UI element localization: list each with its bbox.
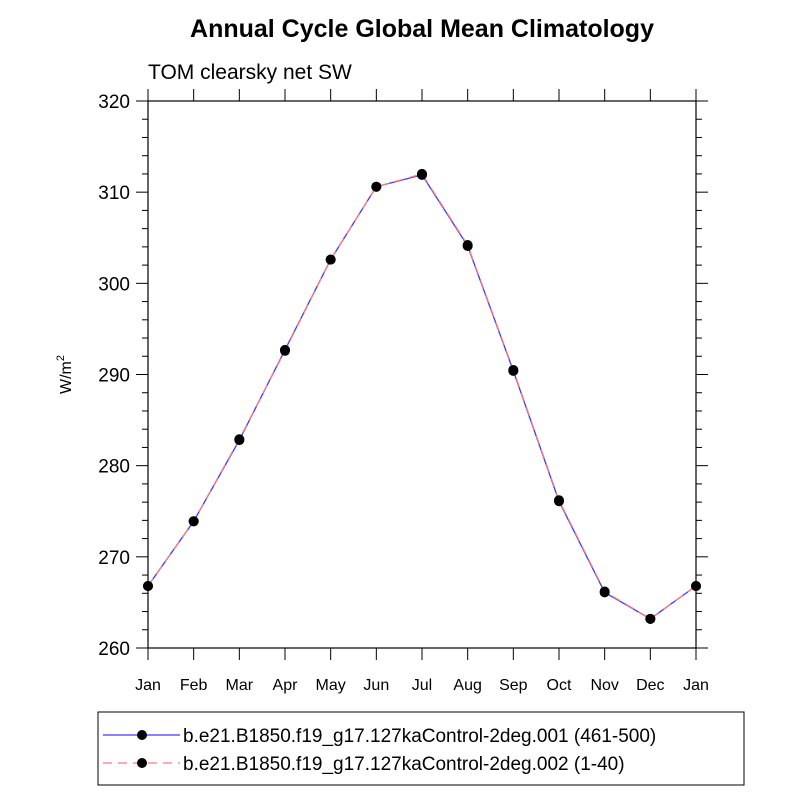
legend-box (97, 711, 745, 786)
series-2-point (554, 495, 564, 506)
y-tick-label: 270 (98, 548, 130, 569)
y-tick-label: 290 (98, 366, 130, 387)
series-2-point (143, 581, 153, 592)
plot-frame (147, 100, 697, 649)
series-line-2 (147, 173, 697, 620)
x-tick-label: May (316, 677, 346, 694)
plot-area: 260 270 280 290 300 310 320 Jan Feb Mar Apr May Jun J… (55, 89, 709, 694)
series-line-1 (147, 174, 697, 620)
y-tick-label: 300 (98, 274, 130, 295)
series-2-point (325, 254, 336, 265)
x-tick-label: Mar (226, 677, 254, 694)
chart-title: Annual Cycle Global Mean Climatology (190, 15, 654, 43)
x-tick-label: Jul (412, 677, 432, 694)
x-tick-label: Apr (273, 677, 299, 694)
series-2-point (462, 240, 473, 251)
chart-subtitle: TOM clearsky net SW (148, 61, 352, 84)
y-tick-label: 260 (98, 639, 130, 660)
x-tick-label: Aug (453, 677, 481, 694)
series-2-point (417, 168, 427, 179)
legend-marker-1 (137, 730, 147, 740)
y-axis-label: W/m2 (55, 355, 75, 394)
x-tick-label: Jan (683, 677, 709, 694)
series-2-point (691, 581, 701, 592)
legend-label-1: b.e21.B1850.f19_g17.127kaControl-2deg.00… (183, 726, 656, 747)
legend-label-2: b.e21.B1850.f19_g17.127kaControl-2deg.00… (183, 754, 625, 775)
y-tick-label: 320 (98, 92, 130, 113)
series-2-point (599, 586, 610, 597)
x-tick-label: Sep (499, 677, 528, 694)
x-tick-label: Jun (363, 677, 389, 694)
x-tick-label: Dec (636, 677, 664, 694)
x-tick-label: Feb (180, 677, 208, 694)
legend-marker-2 (137, 758, 147, 768)
y-tick-label: 280 (98, 457, 130, 478)
series-2-point (188, 516, 199, 527)
x-tick-label: Jan (135, 677, 161, 694)
series-2-point (234, 434, 245, 445)
legend: b.e21.B1850.f19_g17.127kaControl-2deg.00… (97, 711, 745, 786)
series-2-point (280, 345, 290, 356)
series-2-point (645, 613, 656, 624)
x-tick-label: Nov (590, 677, 618, 694)
series-2-point (371, 181, 382, 192)
series-2-point (508, 364, 519, 375)
x-tick-label: Oct (547, 677, 572, 694)
y-tick-label: 310 (98, 183, 130, 204)
